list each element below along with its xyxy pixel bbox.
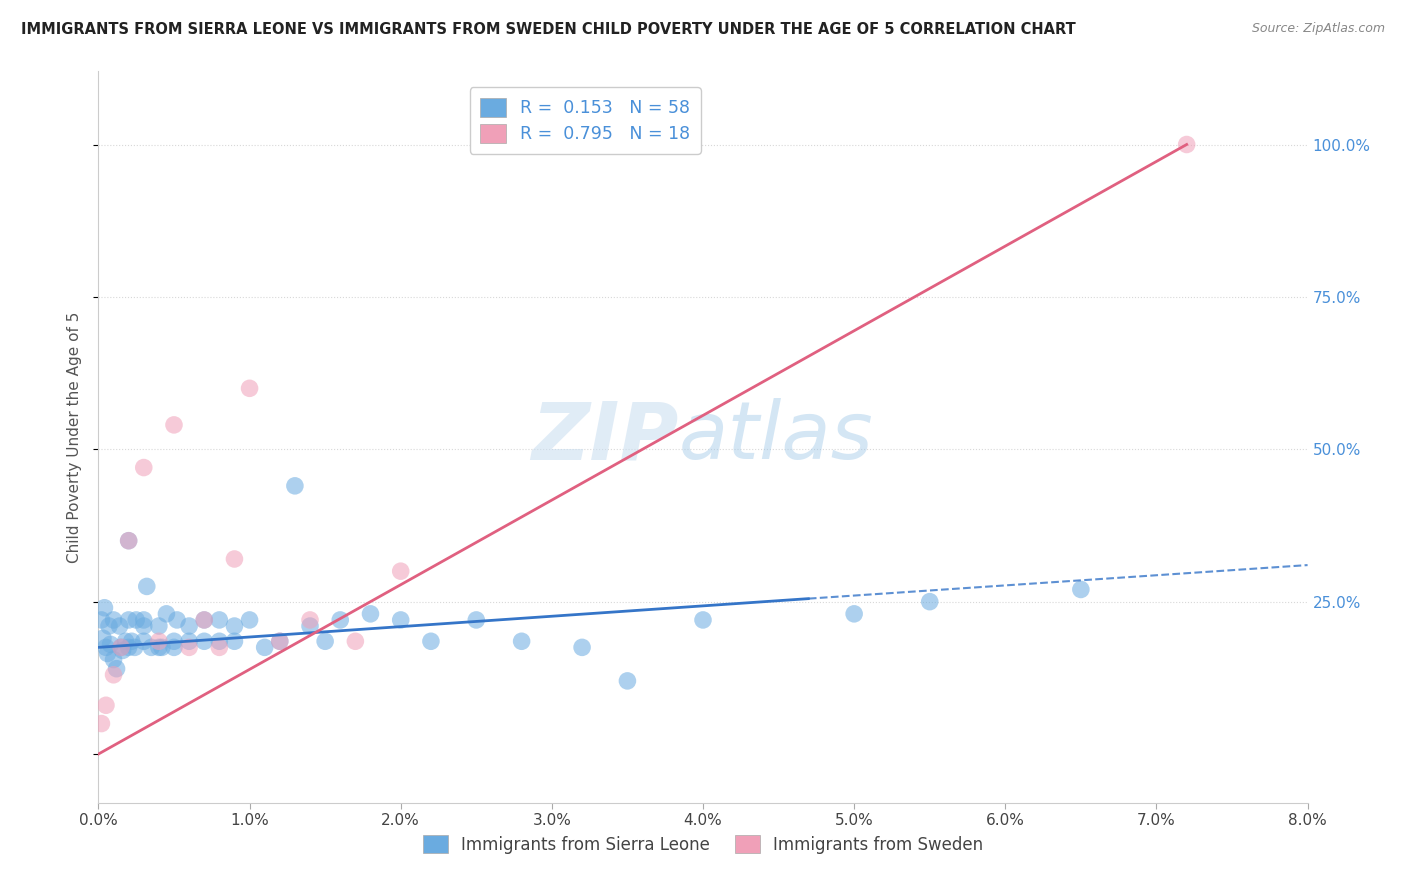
- Point: [360, 607, 382, 621]
- Point: [105, 662, 128, 676]
- Point: [108, 619, 131, 633]
- Point: [284, 479, 307, 493]
- Point: [93, 600, 115, 615]
- Point: [90, 613, 112, 627]
- Point: [132, 460, 155, 475]
- Point: [1070, 582, 1092, 597]
- Point: [253, 640, 276, 655]
- Text: Source: ZipAtlas.com: Source: ZipAtlas.com: [1251, 22, 1385, 36]
- Point: [132, 613, 155, 627]
- Text: IMMIGRANTS FROM SIERRA LEONE VS IMMIGRANTS FROM SWEDEN CHILD POVERTY UNDER THE A: IMMIGRANTS FROM SIERRA LEONE VS IMMIGRAN…: [21, 22, 1076, 37]
- Point: [118, 640, 141, 655]
- Point: [239, 381, 262, 395]
- Point: [94, 698, 117, 713]
- Point: [389, 564, 412, 578]
- Point: [94, 640, 117, 655]
- Point: [208, 613, 231, 627]
- Point: [163, 634, 186, 648]
- Point: [208, 640, 231, 655]
- Point: [224, 619, 246, 633]
- Point: [389, 613, 412, 627]
- Point: [91, 632, 114, 646]
- Point: [141, 640, 163, 655]
- Point: [510, 634, 533, 648]
- Point: [148, 619, 170, 633]
- Point: [269, 634, 291, 648]
- Point: [148, 634, 170, 648]
- Point: [179, 640, 201, 655]
- Point: [132, 619, 155, 633]
- Point: [110, 640, 132, 655]
- Point: [314, 634, 336, 648]
- Point: [125, 613, 148, 627]
- Point: [163, 417, 186, 432]
- Point: [239, 613, 262, 627]
- Legend: Immigrants from Sierra Leone, Immigrants from Sweden: Immigrants from Sierra Leone, Immigrants…: [416, 829, 990, 860]
- Point: [344, 634, 367, 648]
- Point: [132, 634, 155, 648]
- Point: [193, 613, 215, 627]
- Y-axis label: Child Poverty Under the Age of 5: Child Poverty Under the Age of 5: [67, 311, 83, 563]
- Point: [121, 634, 143, 648]
- Point: [103, 613, 125, 627]
- Point: [224, 552, 246, 566]
- Point: [111, 643, 134, 657]
- Point: [148, 640, 170, 655]
- Point: [100, 637, 122, 651]
- Point: [918, 594, 941, 608]
- Point: [420, 634, 443, 648]
- Point: [269, 634, 291, 648]
- Point: [179, 634, 201, 648]
- Point: [571, 640, 593, 655]
- Point: [166, 613, 188, 627]
- Point: [114, 634, 136, 648]
- Point: [208, 634, 231, 648]
- Point: [465, 613, 488, 627]
- Point: [118, 533, 141, 548]
- Point: [193, 634, 215, 648]
- Point: [163, 640, 186, 655]
- Point: [844, 607, 866, 621]
- Point: [329, 613, 352, 627]
- Point: [118, 533, 141, 548]
- Point: [110, 640, 132, 655]
- Text: atlas: atlas: [679, 398, 873, 476]
- Point: [118, 613, 141, 627]
- Point: [299, 613, 322, 627]
- Point: [1175, 137, 1198, 152]
- Text: ZIP: ZIP: [531, 398, 679, 476]
- Point: [103, 667, 125, 681]
- Point: [98, 619, 121, 633]
- Point: [179, 619, 201, 633]
- Point: [224, 634, 246, 648]
- Point: [103, 652, 125, 666]
- Point: [193, 613, 215, 627]
- Point: [90, 716, 112, 731]
- Point: [135, 579, 157, 593]
- Point: [692, 613, 714, 627]
- Point: [96, 647, 118, 661]
- Point: [155, 607, 177, 621]
- Point: [150, 640, 173, 655]
- Point: [616, 673, 638, 688]
- Point: [299, 619, 322, 633]
- Point: [124, 640, 146, 655]
